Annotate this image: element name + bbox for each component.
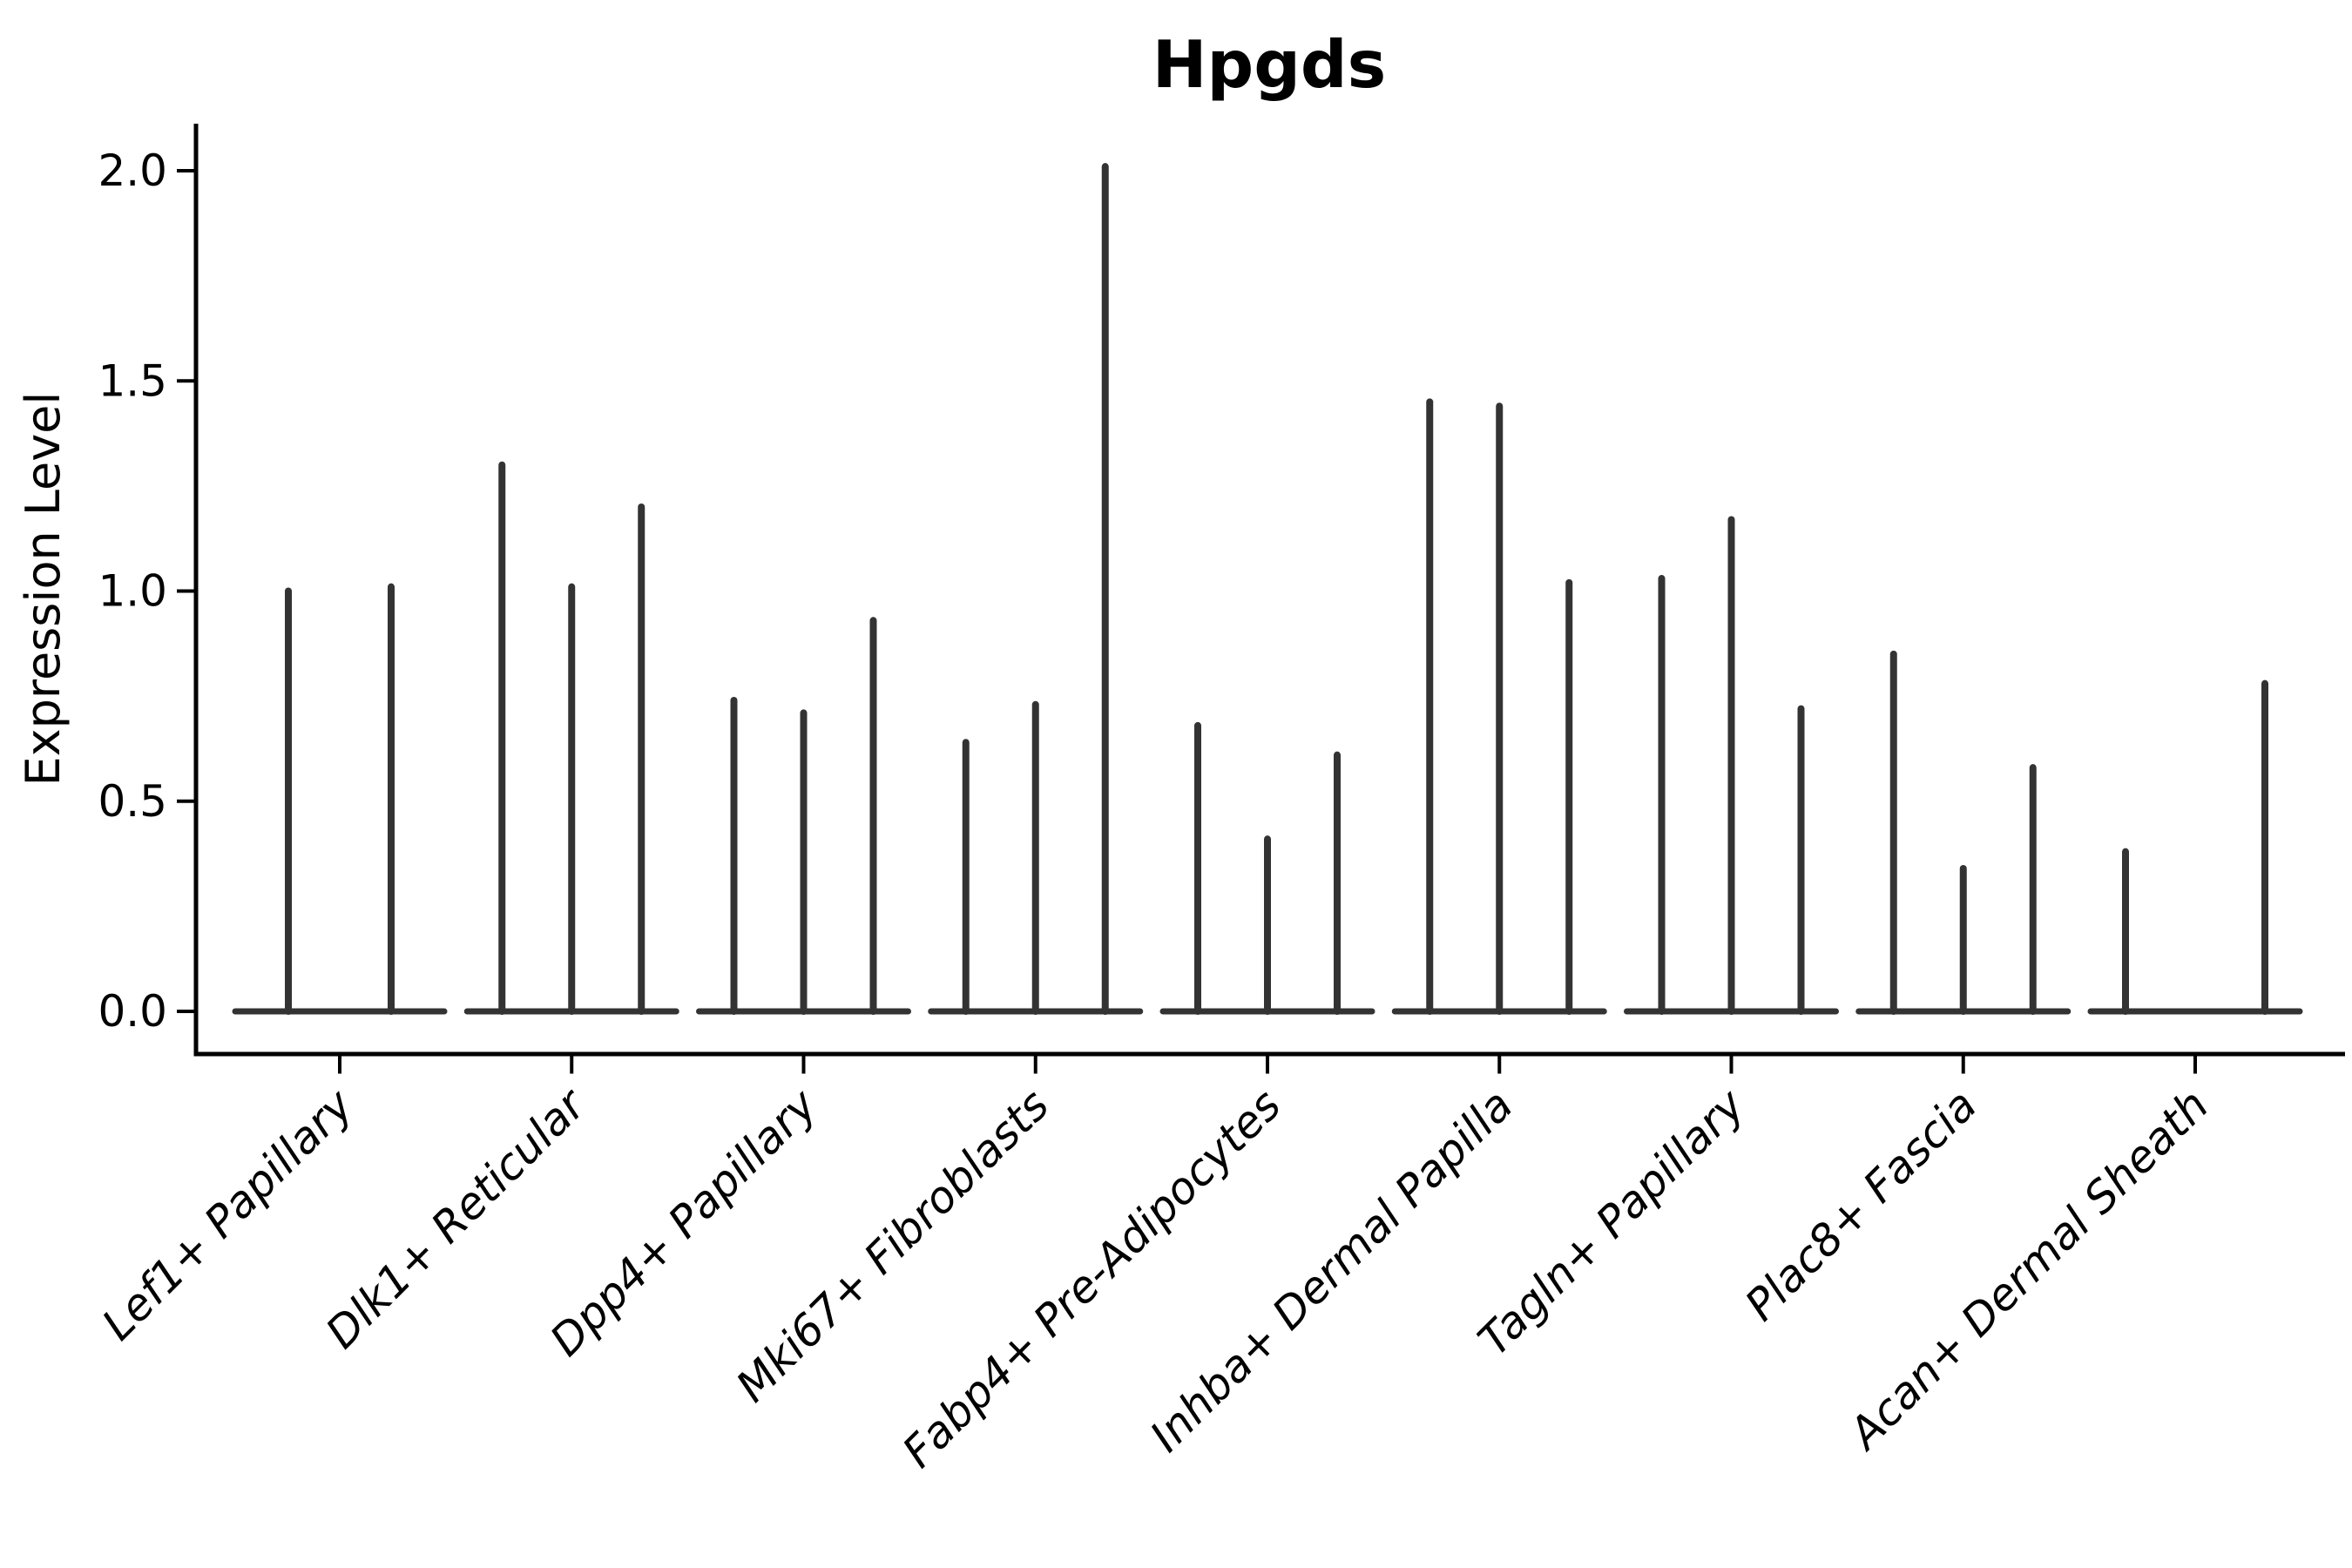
- violins-layer: [232, 163, 2303, 1015]
- x-tick-label: Lef1+ Papillary: [92, 1078, 363, 1349]
- x-tick-label: Fabp4+ Pre-Adipocytes: [893, 1079, 1291, 1477]
- axes-layer: 0.0 0.5 1.0 1.5 2.0: [98, 124, 2345, 1074]
- y-tick-label: 1.0: [98, 566, 167, 617]
- y-tick-label: 2.0: [98, 145, 167, 196]
- x-tick-label: Plac8+ Fascia: [1735, 1079, 1986, 1330]
- y-tick-label: 0.0: [98, 986, 167, 1037]
- y-axis-label: Expression Level: [16, 392, 71, 787]
- y-tick-label: 0.5: [98, 776, 167, 827]
- plot-title: Hpgds: [1152, 26, 1386, 103]
- y-tick-label: 1.5: [98, 355, 167, 406]
